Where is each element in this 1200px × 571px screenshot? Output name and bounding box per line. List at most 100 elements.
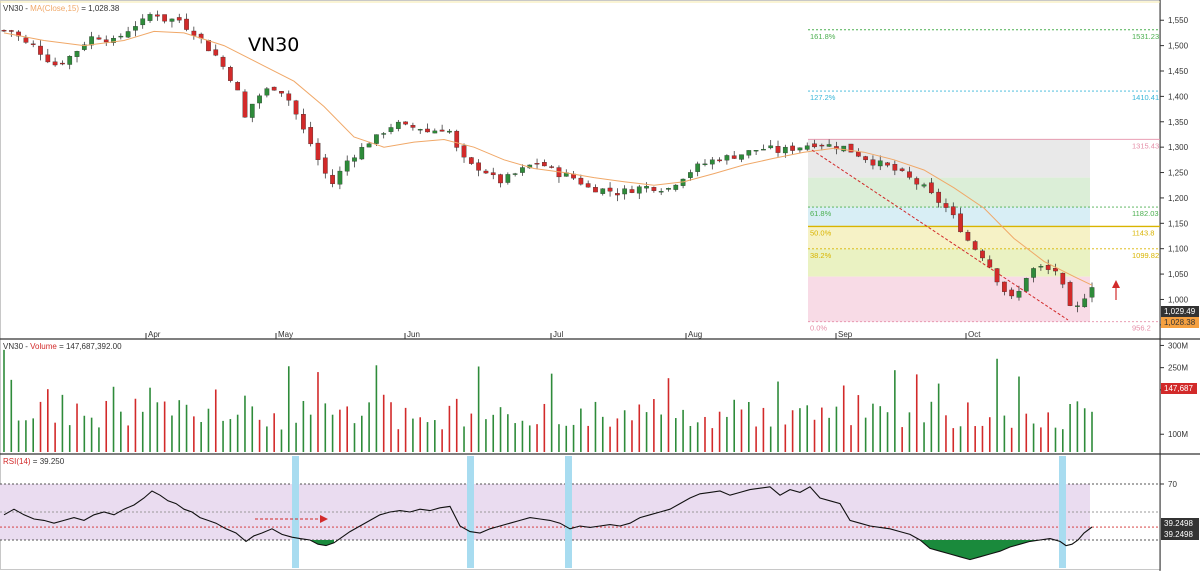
candle-body	[855, 151, 861, 157]
price-tick-label: 1,200	[1168, 194, 1189, 203]
candle-body	[1089, 287, 1095, 298]
candle-body	[739, 154, 744, 160]
fibonacci-zones	[808, 139, 1090, 322]
candle-body	[279, 90, 284, 94]
candle-body	[322, 157, 328, 174]
price-tick-label: 1,500	[1168, 42, 1189, 51]
candle-body	[111, 38, 116, 43]
candle-body	[724, 155, 730, 161]
fib-level-label: 61.8%	[810, 209, 832, 218]
candle-body	[958, 213, 963, 233]
candle-body	[352, 157, 357, 162]
candle-body	[381, 133, 387, 135]
candle-body	[432, 130, 438, 134]
fib-price-label: 1315.43	[1132, 141, 1159, 150]
candle-body	[118, 35, 124, 38]
candle-body	[520, 167, 525, 173]
main-header-ma: MA(Close,15)	[30, 4, 79, 13]
candle-body	[184, 18, 189, 30]
rsi-line	[3, 486, 1093, 561]
candle-body	[549, 166, 555, 168]
fib-price-label: 1531.23	[1132, 32, 1159, 41]
rsi-highlight-bar	[467, 456, 474, 568]
candle-body	[388, 127, 394, 132]
candle-body	[60, 62, 65, 65]
candle-body	[666, 188, 671, 190]
candle-body	[615, 193, 620, 196]
candle-body	[439, 129, 445, 132]
candle-body	[636, 186, 642, 194]
svg-text:39.2498: 39.2498	[1164, 530, 1193, 539]
x-tick-label: Oct	[968, 330, 981, 339]
rsi-tick-label: 70	[1168, 480, 1177, 489]
candle-body	[38, 45, 43, 55]
rsi-band	[0, 483, 1160, 541]
candle-body	[1053, 268, 1058, 272]
volume-tick-label: 300M	[1168, 341, 1188, 350]
candle-body	[103, 39, 109, 43]
candle-body	[8, 30, 14, 32]
chart-title: VN30	[248, 34, 299, 56]
candle-body	[359, 147, 365, 160]
candle-body	[746, 150, 752, 156]
rsi-tag: 39.2498 39.2498	[1161, 518, 1199, 540]
candle-body	[819, 144, 825, 147]
svg-text:1,029.49: 1,029.49	[1164, 307, 1196, 316]
candle-body	[74, 51, 80, 57]
candle-body	[1, 29, 7, 32]
price-tick-label: 1,050	[1168, 270, 1189, 279]
candle-body	[133, 26, 138, 31]
candle-body	[980, 250, 985, 259]
candle-body	[863, 156, 868, 161]
fib-zone-0	[808, 139, 1090, 178]
candle-body	[797, 147, 803, 151]
svg-text:1,028.38: 1,028.38	[1164, 318, 1196, 327]
candle-body	[468, 157, 474, 164]
candle-body	[505, 174, 511, 183]
fib-zone-2	[808, 207, 1090, 227]
volume-series	[3, 349, 1093, 452]
main-header-value: = 1,028.38	[81, 4, 120, 13]
fib-price-label: 1143.8	[1132, 228, 1154, 237]
rsi-highlight-bar	[292, 456, 299, 568]
candle-body	[848, 143, 854, 153]
candle-body	[30, 43, 36, 45]
candle-body	[1031, 268, 1036, 278]
candle-body	[301, 114, 306, 130]
candle-body	[994, 268, 1000, 283]
candle-body	[812, 143, 817, 148]
candle-body	[782, 146, 788, 154]
ma-price-tag: 1,028.38	[1161, 317, 1199, 328]
fib-price-label: 956.2	[1132, 324, 1151, 333]
rsi-highlight-bar	[565, 456, 572, 568]
candle-body	[1082, 298, 1088, 308]
candle-body	[395, 121, 401, 129]
candle-body	[877, 160, 883, 167]
candle-body	[154, 14, 160, 17]
candle-body	[761, 148, 766, 151]
candle-body	[235, 82, 241, 91]
candle-body	[987, 259, 993, 268]
candle-body	[578, 177, 584, 185]
last-price-tag: 1,029.49	[1161, 306, 1199, 317]
candle-body	[585, 183, 591, 188]
x-tick-label: May	[278, 330, 293, 339]
candle-body	[125, 31, 131, 38]
candle-body	[417, 129, 423, 131]
candle-body	[286, 93, 292, 101]
fib-zone-5	[808, 276, 1090, 322]
fib-zone-1	[808, 177, 1090, 208]
candle-body	[366, 143, 372, 148]
candle-body	[249, 103, 255, 118]
candle-body	[425, 128, 430, 133]
candle-body	[673, 184, 679, 190]
fib-zone-4	[808, 248, 1090, 277]
candle-body	[461, 145, 467, 158]
svg-text:39.2498: 39.2498	[1164, 519, 1193, 528]
volume-tick-label: 100M	[1168, 430, 1188, 439]
candle-body	[23, 37, 29, 43]
candle-body	[147, 14, 153, 21]
candle-body	[176, 17, 182, 21]
candle-body	[936, 191, 942, 203]
